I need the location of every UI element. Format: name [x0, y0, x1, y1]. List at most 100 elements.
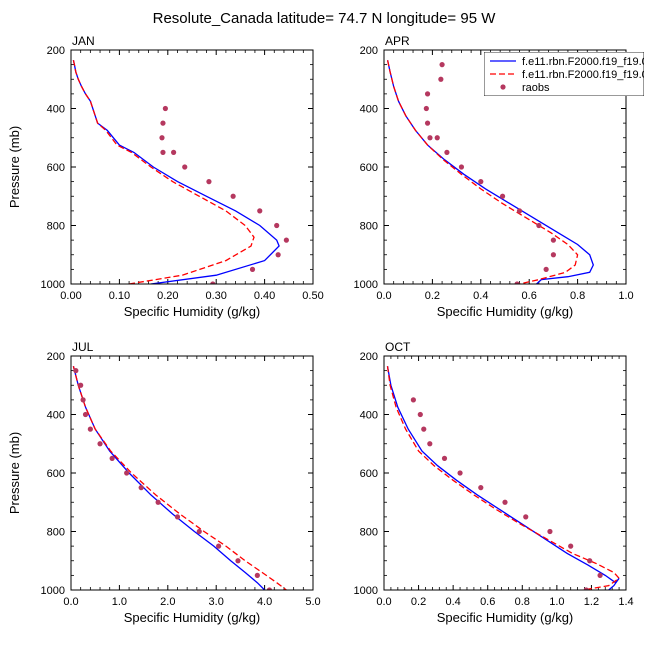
x-tick-label-apr: 1.0	[618, 290, 633, 302]
raobs-point-apr	[516, 208, 523, 214]
raobs-point-oct	[587, 558, 593, 564]
raobs-point-apr	[550, 237, 557, 243]
x-tick-label-oct: 0.0	[376, 596, 391, 608]
y-tick-label-jul: 800	[47, 527, 65, 539]
raobs-point-apr	[427, 135, 433, 141]
legend: f.e11.rbn.F2000.f19_f19.005f.e11.rbn.F20…	[484, 52, 648, 96]
x-tick-label-apr: 0.6	[522, 290, 537, 302]
plot-frame-oct	[383, 355, 627, 591]
x-axis-label-apr: Specific Humidity (g/kg)	[437, 304, 574, 319]
y-tick-label-jul: 600	[47, 468, 65, 480]
plot-frame-apr	[383, 49, 627, 285]
y-tick-label-apr: 800	[360, 221, 378, 233]
y-tick-label-jul: 400	[47, 410, 65, 422]
plot-frame-jul	[70, 355, 314, 591]
y-tick-label-oct: 600	[360, 468, 378, 480]
raobs-point-jan	[171, 149, 177, 155]
raobs-point-apr	[423, 105, 429, 112]
raobs-point-jan	[162, 105, 168, 112]
raobs-point-jan	[230, 193, 236, 199]
y-tick-label-oct: 400	[360, 410, 378, 422]
y-tick-label-jan: 600	[47, 162, 65, 174]
plot-area-jul	[72, 366, 287, 590]
x-tick-label-jul: 0.0	[63, 596, 78, 608]
raobs-point-jan	[160, 149, 166, 155]
raobs-point-jan	[283, 237, 289, 243]
raobs-point-apr	[438, 76, 444, 82]
legend-entry-1: f.e11.rbn.F2000.f19_f19.005	[522, 56, 648, 68]
y-tick-label-jan: 400	[47, 104, 65, 116]
x-tick-label-oct: 1.4	[618, 596, 633, 608]
y-axis-label-jan: Pressure (mb)	[7, 126, 22, 208]
x-tick-label-oct: 0.8	[515, 596, 530, 608]
legend-marker-raobs	[500, 84, 506, 90]
raobs-point-jul	[216, 543, 222, 549]
panel-label-jul: JUL	[72, 340, 94, 354]
series-line-2-apr	[386, 60, 579, 284]
raobs-point-apr	[444, 149, 450, 155]
raobs-point-apr	[458, 164, 465, 170]
raobs-point-jul	[73, 368, 79, 374]
y-tick-label-jan: 800	[47, 221, 65, 233]
y-tick-label-apr: 400	[360, 104, 378, 116]
raobs-point-oct	[410, 397, 416, 403]
x-tick-label-jan: 0.30	[205, 290, 226, 302]
raobs-point-oct	[547, 528, 553, 535]
raobs-point-oct	[523, 514, 529, 520]
panel-label-oct: OCT	[385, 340, 411, 354]
raobs-point-jul	[155, 499, 161, 505]
raobs-point-apr	[536, 222, 542, 229]
raobs-point-apr	[434, 135, 440, 141]
raobs-point-jul	[266, 587, 273, 590]
raobs-point-jul	[235, 558, 241, 564]
panel-oct: OCT 0.0 0.2 0.4 0.6 0.8 1.0 1.2 1.4 200 400 600 800 1…	[354, 340, 634, 625]
y-tick-label-oct: 200	[360, 351, 378, 363]
y-tick-label-oct: 1000	[354, 585, 378, 597]
series-line-2-jul	[72, 366, 287, 590]
raobs-point-oct	[478, 485, 484, 491]
raobs-point-jul	[196, 528, 202, 535]
x-tick-label-apr: 0.0	[376, 290, 391, 302]
x-axis-label-jan: Specific Humidity (g/kg)	[124, 304, 261, 319]
series-line-1-jul	[72, 366, 266, 590]
series-line-2-jan	[72, 60, 255, 284]
raobs-point-oct	[502, 499, 508, 505]
raobs-point-jan	[257, 208, 263, 214]
raobs-point-apr	[543, 266, 549, 272]
raobs-point-jul	[109, 455, 115, 461]
series-line-1-jan	[72, 60, 280, 284]
x-tick-label-oct: 0.4	[445, 596, 460, 608]
raobs-point-jul	[254, 572, 260, 578]
raobs-point-jul	[80, 397, 86, 403]
raobs-point-jan	[182, 164, 188, 170]
raobs-point-jul	[82, 411, 89, 418]
raobs-point-oct	[583, 587, 589, 590]
x-tick-label-apr: 0.8	[570, 290, 585, 302]
plot-area-apr	[386, 60, 595, 284]
y-tick-label-jul: 200	[47, 351, 65, 363]
raobs-point-jan	[210, 281, 216, 284]
raobs-point-jul	[87, 426, 93, 432]
x-tick-label-oct: 1.2	[584, 596, 599, 608]
raobs-point-apr	[439, 62, 445, 68]
y-tick-label-apr: 1000	[354, 279, 378, 291]
raobs-point-jan	[159, 135, 165, 141]
raobs-point-oct	[421, 426, 427, 432]
x-tick-label-jul: 4.0	[257, 596, 272, 608]
raobs-point-jul	[124, 470, 130, 476]
x-tick-label-jan: 0.50	[302, 290, 323, 302]
y-tick-label-oct: 800	[360, 527, 378, 539]
x-tick-label-jul: 5.0	[305, 596, 320, 608]
x-tick-label-jan: 0.40	[254, 290, 275, 302]
y-axis-label-jul: Pressure (mb)	[7, 432, 22, 514]
raobs-point-oct	[417, 411, 423, 418]
legend-entry-2: f.e11.rbn.F2000.f19_f19.001	[522, 69, 648, 81]
raobs-point-oct	[441, 455, 448, 461]
series-line-2-oct	[386, 366, 621, 590]
legend-entry-3: raobs	[522, 82, 550, 94]
panel-jul: JUL 0.0 1.0 2.0 3.0 4.0 5.0 200 400 600 800 1000 Spe…	[7, 340, 321, 625]
y-tick-label-apr: 600	[360, 162, 378, 174]
raobs-point-oct	[568, 543, 574, 549]
raobs-point-jan	[206, 179, 212, 185]
